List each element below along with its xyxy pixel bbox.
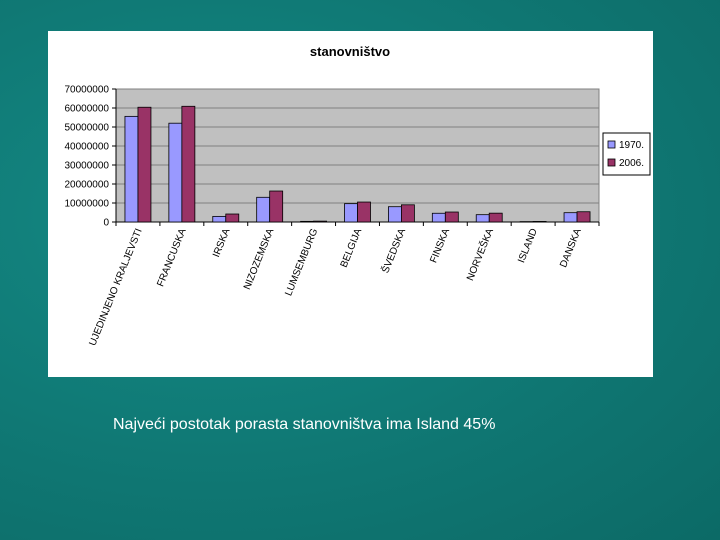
bar-1970 <box>124 115 139 223</box>
bar-1970 <box>212 215 227 223</box>
y-tick-label: 10000000 <box>65 199 110 210</box>
bar-1970 <box>431 212 446 223</box>
bar-1970 <box>475 214 490 223</box>
bar-2006 <box>488 212 503 223</box>
bar-2006 <box>532 221 547 223</box>
bar-2006 <box>137 106 152 223</box>
x-category-label: ISLAND <box>516 227 540 265</box>
y-tick-label: 20000000 <box>65 180 110 191</box>
bar-1970 <box>344 203 358 223</box>
y-tick-label: 60000000 <box>65 104 110 115</box>
x-category-label: ŠVEDSKA <box>378 226 408 275</box>
bar-1970 <box>300 220 314 223</box>
y-tick-label: 50000000 <box>65 123 110 134</box>
legend-label: 1970. <box>619 140 644 151</box>
y-tick-label: 0 <box>103 218 109 229</box>
bar-2006 <box>444 211 459 223</box>
y-tick-label: 30000000 <box>65 161 110 172</box>
bar-2006 <box>401 204 415 223</box>
x-category-label: LUMSEMBURG <box>283 227 320 298</box>
x-category-label: DANSKA <box>558 227 584 270</box>
y-tick-label: 70000000 <box>65 85 110 96</box>
x-category-label: FRANCUSKA <box>155 227 188 289</box>
legend-swatch <box>607 140 616 149</box>
chart-title: stanovništvo <box>310 44 390 59</box>
legend-swatch <box>607 158 616 167</box>
y-tick-label: 40000000 <box>65 142 110 153</box>
population-bar-chart: stanovništvo 0 10000000 20000000 30000000 400… <box>65 44 651 348</box>
slide-caption: Najveći postotak porasta stanovništva im… <box>113 416 496 433</box>
bar-2006 <box>357 201 371 223</box>
legend-box <box>602 132 651 176</box>
bar-1970 <box>519 221 534 223</box>
x-category-label: IRSKA <box>211 227 233 259</box>
x-category-label: FINSKA <box>428 227 452 265</box>
bar-2006 <box>181 105 196 223</box>
bar-2006 <box>576 211 591 223</box>
x-category-label: UJEDINJENO KRALJEVSTI <box>87 227 144 348</box>
x-category-label: NORVEŠKA <box>463 226 496 283</box>
bar-1970 <box>256 196 271 223</box>
bar-1970 <box>168 122 183 223</box>
bar-2006 <box>269 190 284 223</box>
chart-panel: stanovništvo 0 10000000 20000000 30000000 400… <box>48 31 653 377</box>
bar-1970 <box>388 206 402 223</box>
plot-area <box>115 88 600 223</box>
legend-label: 2006. <box>619 158 644 169</box>
x-category-label: BELGIJA <box>339 227 365 270</box>
bar-2006 <box>313 220 327 223</box>
bar-2006 <box>225 213 240 223</box>
bar-1970 <box>563 212 578 223</box>
x-category-label: NIZOZEMSKA <box>242 227 277 292</box>
